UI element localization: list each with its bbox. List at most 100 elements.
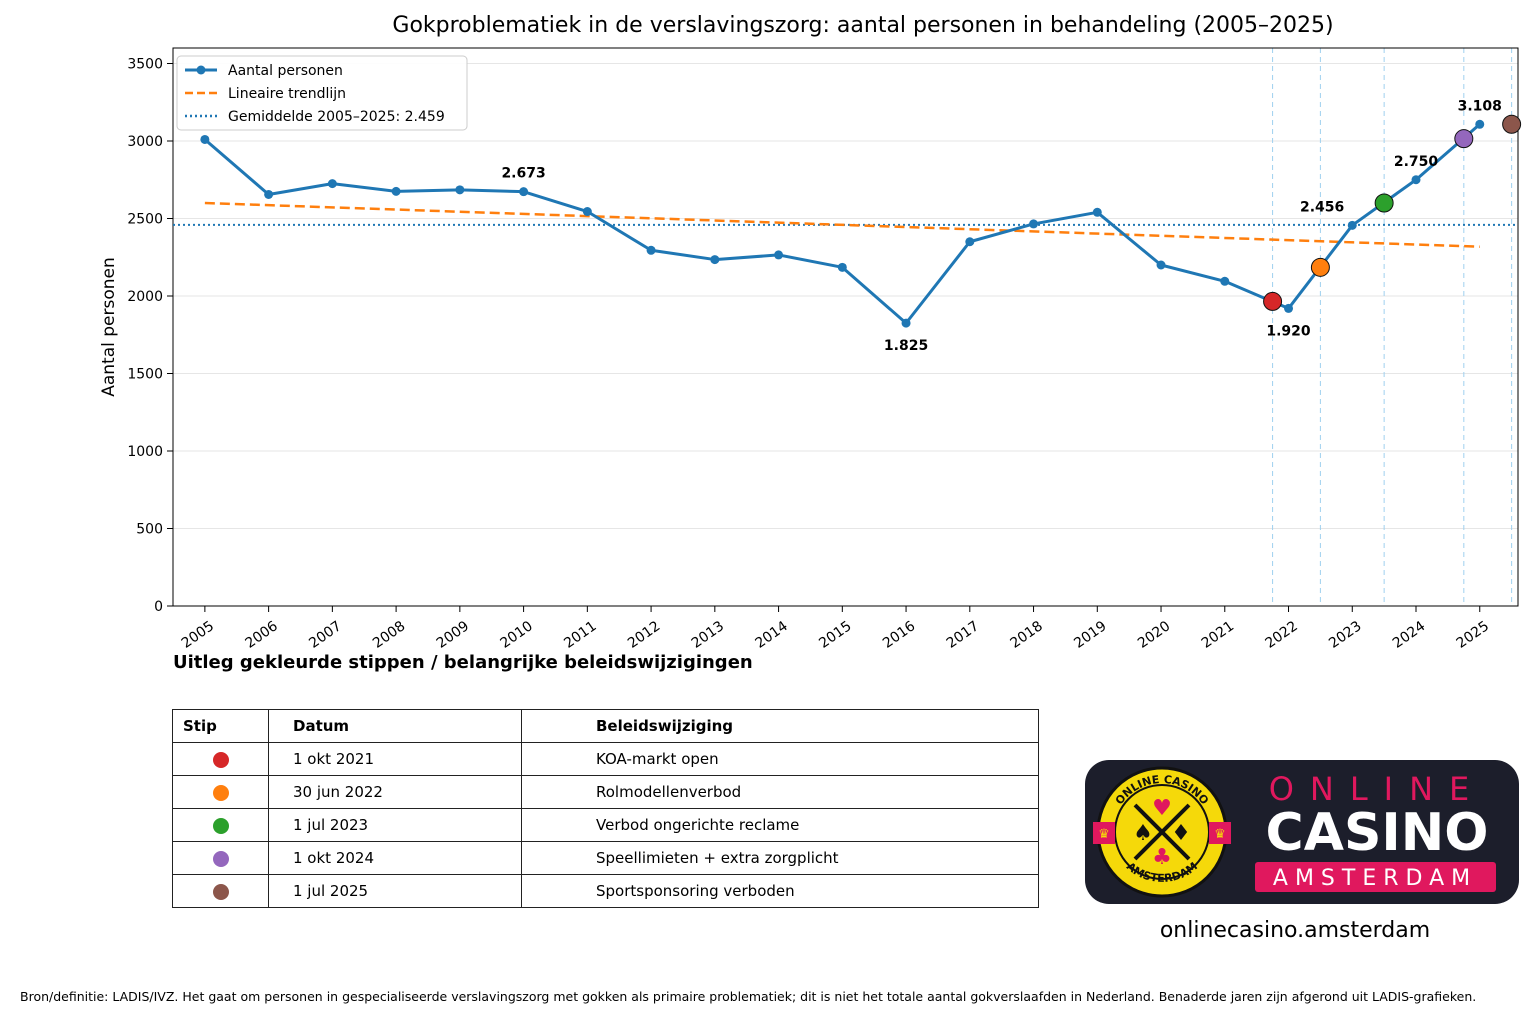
- policy-marker: [1374, 193, 1394, 213]
- header-datum: Datum: [268, 709, 522, 743]
- data-point: [327, 179, 337, 189]
- color-dot: [212, 883, 229, 900]
- svg-text:♠: ♠: [1133, 821, 1153, 846]
- svg-text:♛: ♛: [1098, 827, 1110, 842]
- header-stip: Stip: [172, 709, 269, 743]
- x-tick-label: 2018: [1007, 618, 1045, 650]
- header-beleid: Beleidswijziging: [521, 709, 1039, 743]
- policy-marker: [1502, 114, 1522, 134]
- policy-date: 1 okt 2021: [268, 742, 522, 776]
- data-point: [1029, 219, 1039, 229]
- policy-change: KOA-markt open: [521, 742, 1039, 776]
- data-label: 2.456: [1300, 199, 1344, 215]
- chart-title: Gokproblematiek in de verslavingszorg: a…: [392, 13, 1333, 38]
- data-point: [1220, 276, 1230, 286]
- logo-line-casino: CASINO: [1266, 803, 1489, 863]
- data-point: [1092, 207, 1102, 217]
- data-point: [965, 237, 975, 247]
- x-tick-label: 2022: [1262, 618, 1300, 650]
- data-point: [710, 255, 720, 265]
- color-dot: [212, 751, 229, 768]
- data-point: [774, 250, 784, 260]
- data-point: [391, 186, 401, 196]
- x-tick-label: 2009: [434, 618, 472, 650]
- data-point: [582, 207, 592, 217]
- policy-change: Rolmodellenverbod: [521, 775, 1039, 809]
- legend-label: Lineaire trendlijn: [228, 86, 346, 102]
- y-tick-label: 1000: [127, 444, 163, 460]
- x-tick-label: 2023: [1326, 618, 1364, 650]
- y-tick-label: 1500: [127, 367, 163, 383]
- data-point: [1475, 119, 1485, 129]
- data-point: [455, 185, 465, 195]
- y-tick-label: 3500: [127, 57, 163, 73]
- color-dot: [212, 850, 229, 867]
- policy-row: 1 jul 2025 Sportsponsoring verboden: [172, 874, 1039, 908]
- data-label: 1.825: [884, 338, 928, 354]
- casino-logo: ♛ ♛ ♥ ♠ ♦ ♣ ONLINE CASINO AMSTERDAM ONLI…: [1085, 760, 1519, 904]
- x-tick-label: 2025: [1454, 618, 1492, 650]
- policy-table-title: Uitleg gekleurde stippen / belangrijke b…: [173, 652, 753, 673]
- policy-change: Speellimieten + extra zorgplicht: [521, 841, 1039, 875]
- trend-line: [204, 201, 1480, 248]
- legend-label: Gemiddelde 2005–2025: 2.459: [228, 109, 445, 125]
- policy-table-header: Stip Datum Beleidswijziging: [172, 709, 1039, 743]
- data-point: [200, 134, 210, 144]
- data-point: [264, 189, 274, 199]
- x-tick-label: 2013: [689, 618, 727, 650]
- policy-marker: [1263, 291, 1283, 311]
- policy-table: Stip Datum Beleidswijziging 1 okt 2021 K…: [172, 709, 1039, 908]
- y-tick-label: 0: [154, 599, 163, 615]
- color-dot: [212, 817, 229, 834]
- x-tick-label: 2016: [880, 618, 918, 650]
- line-chart: Gokproblematiek in de verslavingszorg: a…: [99, 13, 1522, 650]
- data-label: 3.108: [1458, 98, 1502, 114]
- x-tick-label: 2015: [816, 618, 854, 650]
- x-tick-label: 2024: [1390, 618, 1428, 650]
- data-point: [837, 262, 847, 272]
- data-point: [519, 187, 529, 197]
- policy-marker: [1310, 257, 1330, 277]
- legend-box: [176, 55, 468, 131]
- data-point: [1347, 220, 1357, 230]
- policy-marker: [1454, 129, 1474, 149]
- policy-row: 30 jun 2022 Rolmodellenverbod: [172, 775, 1039, 809]
- y-axis-label: Aantal personen: [99, 257, 119, 397]
- badge-icon: ♛ ♛ ♥ ♠ ♦ ♣ ONLINE CASINO AMSTERDAM: [1093, 766, 1231, 898]
- policy-row: 1 jul 2023 Verbod ongerichte reclame: [172, 808, 1039, 842]
- x-tick-label: 2017: [944, 618, 982, 650]
- x-tick-label: 2012: [625, 618, 663, 650]
- data-point: [1411, 175, 1421, 185]
- data-point: [646, 245, 656, 255]
- x-tick-label: 2010: [498, 618, 536, 650]
- x-tick-label: 2008: [370, 618, 408, 650]
- legend-label: Aantal personen: [228, 63, 343, 79]
- svg-text:♛: ♛: [1214, 827, 1226, 842]
- x-tick-label: 2007: [306, 618, 344, 650]
- data-label: 2.750: [1394, 154, 1439, 170]
- svg-text:♦: ♦: [1171, 821, 1191, 846]
- policy-row: 1 okt 2024 Speellimieten + extra zorgpli…: [172, 841, 1039, 875]
- x-tick-label: 2006: [243, 618, 281, 650]
- policy-change: Verbod ongerichte reclame: [521, 808, 1039, 842]
- x-tick-label: 2021: [1199, 618, 1237, 650]
- color-dot: [212, 784, 229, 801]
- policy-date: 1 jul 2023: [268, 808, 522, 842]
- x-tick-label: 2019: [1071, 618, 1109, 650]
- data-label: 2.673: [501, 166, 545, 182]
- policy-date: 1 jul 2025: [268, 874, 522, 908]
- svg-text:♣: ♣: [1152, 845, 1172, 870]
- data-label: 1.920: [1266, 323, 1311, 339]
- data-point: [901, 318, 911, 328]
- legend-swatch-marker: [196, 65, 206, 75]
- source-footnote: Bron/definitie: LADIS/IVZ. Het gaat om p…: [20, 989, 1477, 1004]
- data-point: [1284, 303, 1294, 313]
- y-tick-label: 3000: [127, 134, 163, 150]
- data-point: [1156, 260, 1166, 270]
- plot-frame: [172, 47, 1519, 607]
- x-tick-label: 2020: [1135, 618, 1173, 650]
- y-tick-label: 500: [136, 522, 163, 538]
- x-tick-label: 2011: [561, 618, 599, 650]
- y-tick-label: 2000: [127, 289, 163, 305]
- logo-url[interactable]: onlinecasino.amsterdam: [1159, 918, 1431, 943]
